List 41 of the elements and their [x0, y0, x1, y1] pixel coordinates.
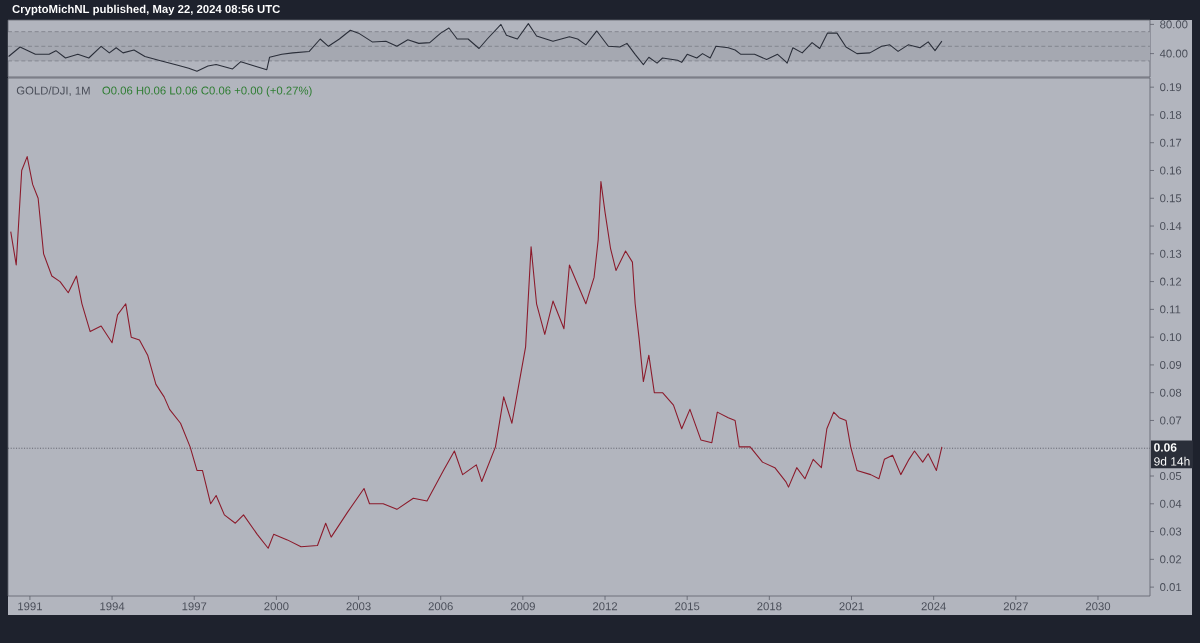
text: O0.06 H0.06 L0.06 C0.06 +0.00 (+0.27%): [102, 86, 312, 97]
x-tick-label: 2030: [1085, 602, 1111, 611]
y-tick-label: 0.10: [1160, 333, 1182, 342]
x-tick-label: 2009: [510, 602, 535, 611]
x-tick-label: 2027: [1003, 602, 1028, 611]
line-series: [8, 23, 943, 72]
x-tick-label: 2012: [592, 602, 618, 611]
text: GOLD/DJI, 1M: [16, 86, 90, 96]
x-tick-label: 2006: [428, 602, 453, 611]
x-tick-label: 1991: [18, 602, 42, 611]
x-tick-label: 2024: [921, 602, 946, 611]
y-tick-label: 0.11: [1160, 305, 1181, 314]
x-tick-label: 1994: [100, 602, 125, 611]
y-tick-label: 0.15: [1160, 194, 1182, 203]
y-tick-label: 0.19: [1160, 83, 1182, 92]
y-tick-label: 0.18: [1160, 110, 1182, 119]
y-tick-label: 0.13: [1160, 249, 1182, 258]
y-tick-label: 0.09: [1160, 360, 1182, 369]
text: 9d 14h: [1154, 456, 1190, 466]
y-tick-label: 0.04: [1160, 499, 1182, 508]
y-tick-label: 40.00: [1159, 49, 1188, 58]
y-tick-label: 0.07: [1160, 416, 1182, 425]
x-tick-label: 1997: [182, 602, 207, 611]
y-tick-label: 0.16: [1160, 166, 1182, 175]
y-tick-label: 0.12: [1160, 277, 1182, 286]
y-tick-label: 0.08: [1160, 388, 1182, 397]
y-tick-label: 0.01: [1160, 583, 1182, 592]
y-tick-label: 0.02: [1160, 555, 1182, 564]
x-tick-label: 2018: [757, 602, 782, 611]
x-tick-label: 2021: [839, 602, 864, 611]
x-tick-label: 2003: [346, 602, 371, 611]
y-tick-label: 0.14: [1160, 222, 1182, 231]
ref-line-label: 0.06: [1154, 443, 1177, 452]
y-tick-label: 0.03: [1160, 527, 1182, 536]
y-tick-label: 0.17: [1160, 138, 1182, 147]
x-tick-label: 2015: [675, 602, 700, 611]
line-series: [10, 156, 943, 549]
y-tick-label: 80.00: [1160, 20, 1188, 29]
y-tick-label: 0.05: [1160, 472, 1182, 481]
x-tick-label: 2000: [264, 602, 289, 611]
text: CryptoMichNL published, May 22, 2024 08:56 UTC: [12, 4, 281, 16]
